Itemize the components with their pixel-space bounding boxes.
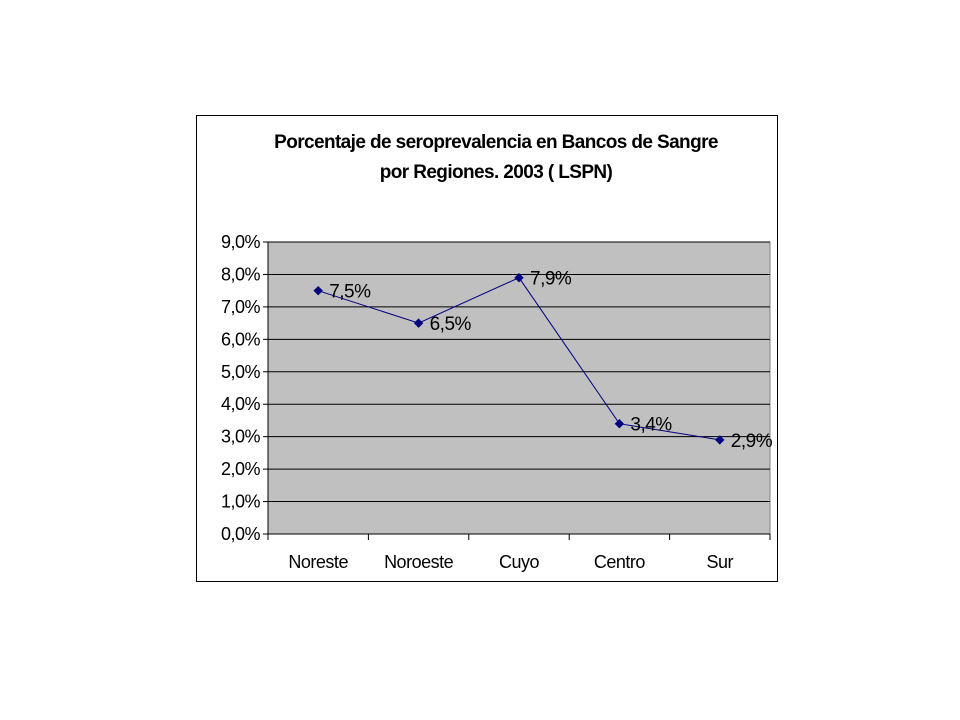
chart-frame: Porcentaje de seroprevalencia en Bancos … — [196, 115, 778, 582]
data-point-marker — [313, 285, 323, 296]
y-tick-label: 4,0% — [221, 394, 261, 414]
chart-title-line-2: por Regiones. 2003 ( LSPN) — [380, 162, 613, 183]
chart-svg: Porcentaje de seroprevalencia en Bancos … — [221, 132, 773, 572]
y-tick-label: 3,0% — [221, 427, 261, 447]
y-tick-label: 8,0% — [221, 264, 261, 284]
y-tick-label: 5,0% — [221, 362, 261, 382]
y-tick-label: 7,0% — [221, 297, 261, 317]
data-label: 2,9% — [731, 431, 773, 452]
y-tick-label: 2,0% — [221, 459, 261, 479]
x-tick-label: Centro — [594, 552, 646, 572]
data-point-marker — [715, 435, 725, 445]
plot-background — [267, 241, 771, 535]
x-tick-label: Noroeste — [384, 552, 454, 572]
y-tick-label: 9,0% — [221, 232, 261, 252]
plot-area: 0,0% 1,0% 2,0% 3,0% 4,0% 5,0% 6,0% 7,0% 8,0% 9,0%… — [221, 232, 773, 572]
data-label: 7,9% — [530, 269, 572, 290]
data-point-marker — [413, 318, 424, 328]
data-label: 3,4% — [630, 415, 672, 436]
chart-title-line-1: Porcentaje de seroprevalencia en Bancos … — [274, 132, 718, 153]
data-label: 6,5% — [430, 314, 472, 335]
y-tick-label: 0,0% — [221, 524, 261, 544]
data-point-marker — [514, 272, 524, 283]
data-label: 7,5% — [329, 282, 371, 303]
y-tick-label: 1,0% — [221, 492, 261, 512]
data-point-marker — [614, 418, 625, 429]
chart-title: Porcentaje de seroprevalencia en Bancos … — [274, 132, 718, 183]
x-tick-label: Noreste — [288, 552, 348, 572]
y-tick-label: 6,0% — [221, 329, 261, 349]
x-tick-label: Sur — [707, 552, 734, 572]
x-tick-label: Cuyo — [499, 552, 540, 572]
